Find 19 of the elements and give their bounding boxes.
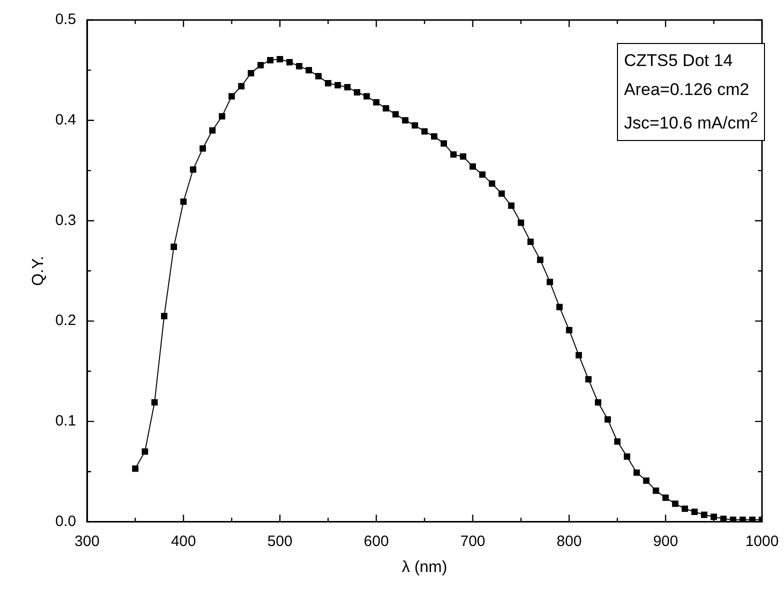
x-tick-label: 1000 <box>745 532 779 550</box>
y-tick-label: 0.0 <box>55 512 76 530</box>
y-tick-label: 0.4 <box>55 112 76 128</box>
x-tick-label: 500 <box>267 532 292 550</box>
x-axis-title: λ (nm) <box>402 558 448 576</box>
x-tick-label: 900 <box>653 532 678 550</box>
x-tick-label: 700 <box>460 532 486 550</box>
annotation: Jsc=10.6 mA/cm$^{2}$ <box>624 109 758 135</box>
y-tick-label: 0.1 <box>55 412 76 430</box>
y-tick-label: 0.5 <box>55 11 76 28</box>
y-tick-label: 0.3 <box>55 212 76 229</box>
y-tick-label: 0.2 <box>55 312 76 330</box>
x-tick-label: 800 <box>556 532 582 550</box>
x-tick-label: 600 <box>364 532 389 550</box>
x-tick-label: 300 <box>74 532 100 550</box>
y-axis-title: Q.Y. <box>30 256 48 286</box>
x-tick-label: 400 <box>170 532 196 550</box>
annotation: CZTS5 Dot 14 <box>624 50 734 72</box>
annotation: Area=0.126 cm2 <box>624 79 750 101</box>
